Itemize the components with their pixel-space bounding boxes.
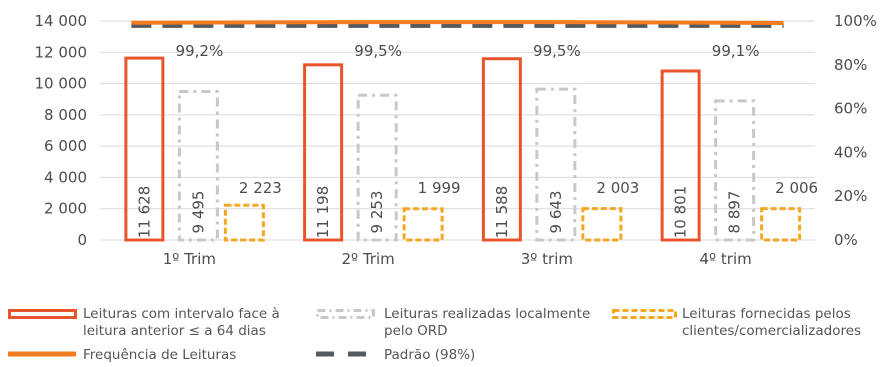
left-axis-tick-label: 6 000	[44, 137, 87, 155]
bar-data-label: 2 003	[596, 179, 639, 197]
right-axis-tick-label: 0%	[834, 231, 858, 249]
category-label: 1º Trim	[163, 250, 216, 268]
left-axis-tick-label: 14 000	[35, 12, 88, 30]
bar-data-label: 1 999	[418, 179, 461, 197]
bar-series-3	[760, 207, 802, 242]
bar-series-1	[303, 63, 344, 242]
bar-series-1	[660, 69, 701, 242]
right-axis-tick-label: 60%	[834, 100, 867, 118]
left-axis-tick-label: 4 000	[44, 168, 87, 186]
bar-data-label: 9 643	[547, 191, 565, 234]
left-axis-tick-label: 12 000	[35, 43, 88, 61]
bar-data-label: 10 801	[672, 186, 690, 239]
bar-series-3	[581, 207, 623, 242]
right-axis-tick-label: 80%	[834, 56, 867, 74]
bar-data-label: 9 495	[189, 191, 207, 234]
bar-data-label: 11 198	[314, 186, 332, 239]
right-axis-tick-label: 100%	[834, 12, 877, 30]
category-label: 3º trim	[521, 250, 573, 268]
frequency-data-label: 99,2%	[176, 42, 224, 60]
bar-data-label: 2 223	[239, 179, 282, 197]
bar-series-2	[177, 89, 219, 242]
frequency-line	[131, 20, 784, 25]
bar-data-label: 11 588	[493, 186, 511, 239]
left-axis-tick-label: 8 000	[44, 106, 87, 124]
left-axis-tick-label: 10 000	[35, 75, 88, 93]
right-axis-tick-label: 20%	[834, 187, 867, 205]
left-axis-tick-label: 0	[77, 231, 87, 249]
bar-series-2	[356, 93, 398, 242]
frequency-data-label: 99,1%	[712, 42, 760, 60]
bar-series-3	[223, 203, 265, 242]
right-axis-tick-label: 40%	[834, 143, 867, 161]
bar-series-1	[481, 57, 522, 242]
category-label: 2º Trim	[341, 250, 394, 268]
bar-data-label: 2 006	[775, 179, 818, 197]
category-label: 4º trim	[700, 250, 752, 268]
bar-data-label: 8 897	[726, 191, 744, 234]
bar-series-1	[124, 56, 165, 242]
bar-series-2	[535, 87, 577, 242]
frequency-data-label: 99,5%	[354, 42, 402, 60]
bar-data-label: 9 253	[368, 191, 386, 234]
bar-data-label: 11 628	[135, 186, 153, 239]
bar-series-3	[402, 207, 444, 242]
left-axis-tick-label: 2 000	[44, 200, 87, 218]
frequency-data-label: 99,5%	[533, 42, 581, 60]
